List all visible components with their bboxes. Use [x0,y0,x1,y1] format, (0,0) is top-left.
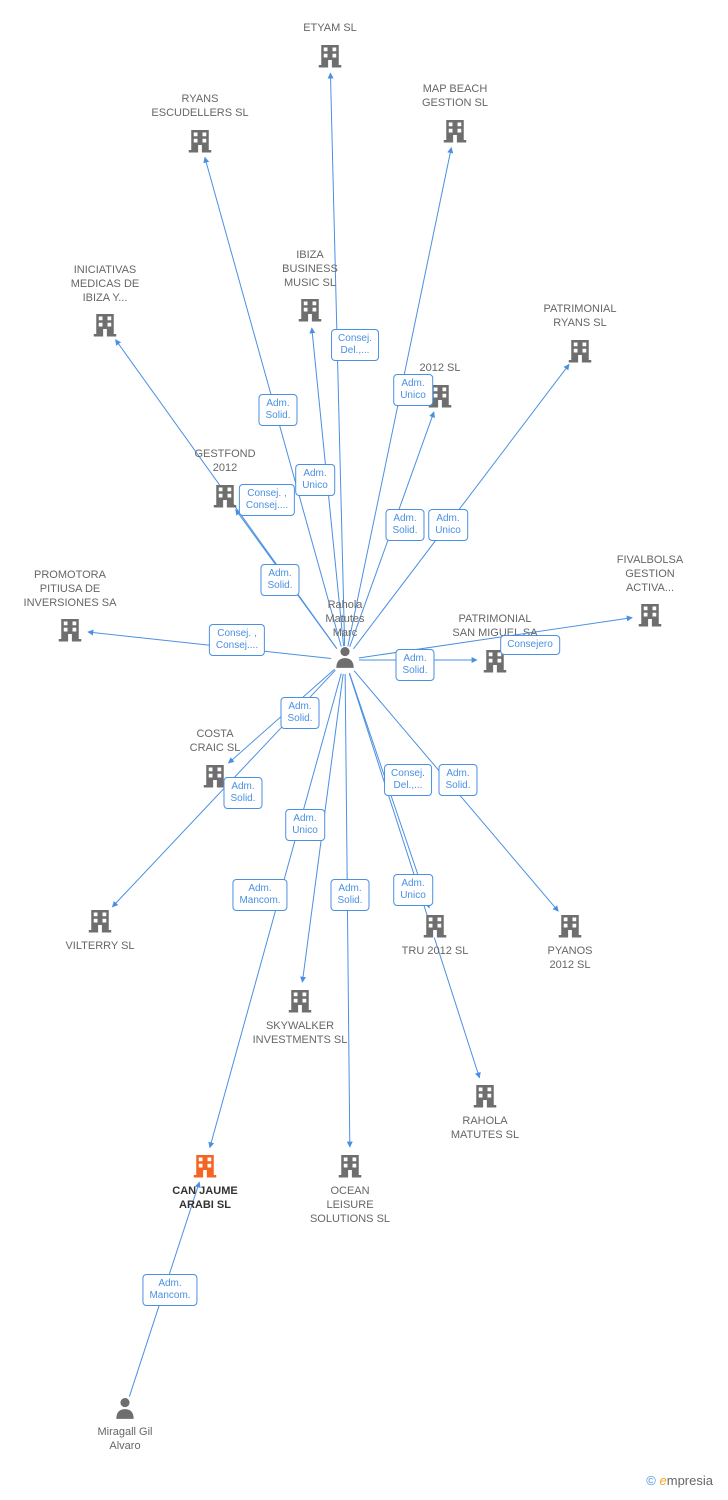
node-label: GESTFOND 2012 [165,448,285,476]
building-icon [420,910,450,945]
company-node: ETYAM SL [270,22,390,75]
company-node: PROMOTORA PITIUSA DE INVERSIONES SA [10,569,130,649]
edge-label: Adm. Mancom. [232,879,287,911]
company-node: RAHOLA MATUTES SL [425,1080,545,1147]
edge-label: Adm. Solid. [258,394,297,426]
edge-label: Adm. Unico [285,809,325,841]
node-label: RYANS ESCUDELLERS SL [140,93,260,121]
company-node: RYANS ESCUDELLERS SL [140,93,260,160]
node-label: Rahola Matutes Marc [285,599,405,640]
edge-label: Adm. Solid. [260,564,299,596]
node-label: INICIATIVAS MEDICAS DE IBIZA Y... [45,264,165,305]
building-icon [555,910,585,945]
building-icon [185,125,215,160]
person-node: Miragall Gil Alvaro [65,1395,185,1458]
building-icon [565,335,595,370]
edge-label: Consej. Del.,... [384,764,432,796]
edges-layer [0,0,728,1500]
edge-label: Adm. Unico [428,509,468,541]
company-node: IBIZA BUSINESS MUSIC SL [250,249,370,329]
edge-label: Consejero [500,635,560,655]
company-node: PATRIMONIAL RYANS SL [520,303,640,370]
company-node: MAP BEACH GESTION SL [395,83,515,150]
company-node: VILTERRY SL [40,905,160,958]
node-label: COSTA CRAIC SL [155,728,275,756]
edge-label: Adm. Solid. [385,509,424,541]
building-icon [85,905,115,940]
edge-label: Adm. Solid. [223,777,262,809]
node-label: PYANOS 2012 SL [510,945,630,973]
building-icon [295,294,325,329]
company-node: INICIATIVAS MEDICAS DE IBIZA Y... [45,264,165,344]
company-node: CAN JAUME ARABI SL [145,1150,265,1217]
edge-label: Adm. Solid. [330,879,369,911]
person-node: Rahola Matutes Marc [285,599,405,675]
building-icon [635,599,665,634]
building-icon [55,614,85,649]
edge-label: Adm. Solid. [395,649,434,681]
node-label: ETYAM SL [270,22,390,36]
copyright-symbol: © [646,1473,656,1488]
company-node: PYANOS 2012 SL [510,910,630,977]
company-node: FIVALBOLSA GESTION ACTIVA... [590,554,710,634]
building-icon [285,985,315,1020]
node-label: Miragall Gil Alvaro [65,1426,185,1454]
brand-first: e [660,1473,667,1488]
person-icon [112,1395,138,1426]
company-node: SKYWALKER INVESTMENTS SL [240,985,360,1052]
node-label: SKYWALKER INVESTMENTS SL [240,1020,360,1048]
company-node: TRU 2012 SL [375,910,495,963]
footer-copyright: © empresia [646,1473,713,1488]
node-label: MAP BEACH GESTION SL [395,83,515,111]
edge-label: Consej. , Consej.... [239,484,295,516]
node-label: VILTERRY SL [40,940,160,954]
building-icon [470,1080,500,1115]
edge-label: Adm. Unico [393,874,433,906]
node-label: TRU 2012 SL [375,945,495,959]
person-icon [332,644,358,675]
node-label: PATRIMONIAL RYANS SL [520,303,640,331]
building-icon [90,309,120,344]
node-label: CAN JAUME ARABI SL [145,1185,265,1213]
edge-label: Consej. , Consej.... [209,624,265,656]
company-node: OCEAN LEISURE SOLUTIONS SL [290,1150,410,1230]
brand-rest: mpresia [667,1473,713,1488]
node-label: IBIZA BUSINESS MUSIC SL [250,249,370,290]
edge-label: Adm. Solid. [438,764,477,796]
edge-label: Consej. Del.,... [331,329,379,361]
building-icon [210,480,240,515]
edge-label: Adm. Solid. [280,697,319,729]
node-label: FIVALBOLSA GESTION ACTIVA... [590,554,710,595]
node-label: RAHOLA MATUTES SL [425,1115,545,1143]
node-label: OCEAN LEISURE SOLUTIONS SL [290,1185,410,1226]
edge-label: Adm. Unico [393,374,433,406]
edge-label: Adm. Unico [295,464,335,496]
building-icon [315,40,345,75]
building-icon [440,115,470,150]
building-icon [335,1150,365,1185]
edge-label: Adm. Mancom. [142,1274,197,1306]
node-label: PROMOTORA PITIUSA DE INVERSIONES SA [10,569,130,610]
building-icon [190,1150,220,1185]
